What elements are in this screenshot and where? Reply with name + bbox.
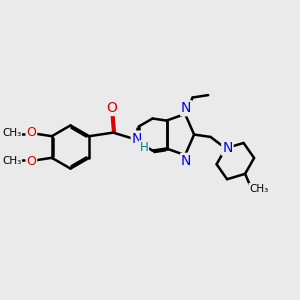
Text: H: H	[140, 141, 148, 154]
Text: N: N	[222, 141, 233, 155]
Text: O: O	[26, 155, 36, 168]
Text: O: O	[26, 126, 36, 139]
Text: N: N	[181, 101, 191, 115]
Text: CH₃: CH₃	[249, 184, 268, 194]
Text: O: O	[106, 101, 117, 115]
Text: N: N	[132, 132, 142, 145]
Text: CH₃: CH₃	[2, 156, 21, 166]
Text: N: N	[181, 154, 191, 168]
Text: CH₃: CH₃	[2, 128, 21, 138]
